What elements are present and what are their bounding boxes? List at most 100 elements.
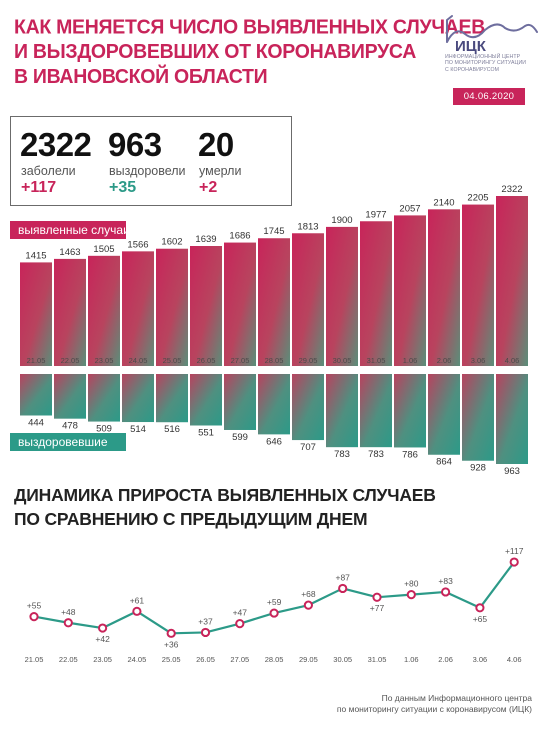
cases-bar-value: 1686 (229, 231, 250, 242)
recovered-bar-value: 786 (402, 449, 418, 460)
page-title-line: В ИВАНОВСКОЙ ОБЛАСТИ (14, 65, 268, 89)
growth-point (200, 627, 211, 638)
stats-panel: 2322 заболели +117 963 выздоровели +35 2… (10, 116, 292, 206)
growth-point-label: +80 (404, 579, 419, 589)
stat-sick-label: заболели (21, 164, 76, 178)
date-badge: 04.06.2020 (453, 88, 525, 105)
recovered-bar (462, 374, 494, 461)
growth-point-label: +87 (335, 572, 350, 582)
stat-died-label: умерли (199, 164, 242, 178)
growth-point (98, 623, 108, 633)
date-tick-label: 23.05 (95, 356, 114, 365)
recovered-bar (122, 374, 154, 423)
date-tick-label: 23.05 (93, 655, 112, 664)
stat-died-value: 20 (198, 126, 234, 163)
date-tick-label: 22.05 (59, 655, 78, 664)
cases-bar-value: 2057 (399, 203, 420, 214)
recovered-bar-value: 444 (28, 417, 44, 428)
growth-point (406, 590, 416, 600)
growth-point-label: +65 (473, 614, 488, 624)
recovered-bar-value: 783 (368, 449, 384, 460)
date-tick-label: 29.05 (299, 655, 318, 664)
recovered-bar-value: 928 (470, 463, 486, 474)
cases-bar (326, 226, 358, 366)
date-tick-label: 24.05 (129, 356, 148, 365)
growth-point-label: +77 (370, 603, 385, 613)
recovered-bar (190, 374, 222, 426)
stat-recovered-delta: +35 (109, 179, 137, 196)
growth-point (269, 608, 279, 618)
cases-bar (394, 215, 426, 366)
recovered-bar (292, 374, 324, 441)
growth-chart-title: ДИНАМИКА ПРИРОСТА ВЫЯВЛЕННЫХ СЛУЧАЕВ ПО … (14, 483, 534, 531)
date-tick-label: 2.06 (438, 655, 453, 664)
growth-point-label: +117 (505, 546, 524, 556)
date-tick-label: 30.05 (333, 356, 352, 365)
date-tick-label: 21.05 (27, 356, 46, 365)
recovered-bar-value: 599 (232, 432, 248, 443)
recovered-bar (258, 374, 290, 435)
cases-bar (496, 196, 528, 366)
date-tick-label: 26.05 (197, 356, 216, 365)
growth-point (509, 557, 519, 567)
recovered-bar-value: 514 (130, 424, 146, 435)
cases-bar (428, 209, 460, 366)
cases-bar-value: 1566 (127, 239, 148, 250)
date-tick-label: 3.06 (471, 356, 486, 365)
date-tick-label: 4.06 (505, 356, 520, 365)
date-tick-label: 25.05 (162, 655, 181, 664)
date-tick-label: 1.06 (404, 655, 419, 664)
date-tick-label: 29.05 (299, 356, 318, 365)
stat-sick-value: 2322 (20, 126, 92, 163)
recovered-bar (394, 374, 426, 448)
cases-bar (54, 258, 86, 366)
growth-point (235, 619, 245, 629)
cases-bar-value: 1813 (297, 221, 318, 232)
growth-point (372, 592, 382, 602)
cases-bar-value: 1415 (25, 250, 46, 261)
cases-bar-value: 1745 (263, 226, 284, 237)
cases-bar-value: 1900 (331, 215, 352, 226)
recovered-bar-value: 516 (164, 424, 180, 435)
recovered-bar (156, 374, 188, 423)
cases-bar-value: 1463 (59, 247, 80, 258)
date-tick-label: 22.05 (61, 356, 80, 365)
growth-point-label: +83 (438, 576, 453, 586)
stat-died-delta: +2 (199, 179, 218, 196)
recovered-bar (360, 374, 392, 448)
cases-bar (258, 238, 290, 366)
stat-recovered-label: выздоровели (109, 164, 186, 178)
recovered-bar (88, 374, 120, 422)
cases-bar (122, 251, 154, 366)
recovered-bar-value: 707 (300, 442, 316, 453)
growth-chart-title-line: ПО СРАВНЕНИЮ С ПРЕДЫДУЩИМ ДНЕМ (14, 509, 368, 529)
cases-bar (190, 246, 222, 366)
cases-bar (156, 248, 188, 366)
date-tick-label: 24.05 (128, 655, 147, 664)
cases-bar-value: 1639 (195, 234, 216, 245)
growth-point-label: +36 (164, 639, 179, 649)
cases-bar (20, 262, 52, 366)
growth-line-chart: +55 21.05 +48 22.05 +42 23.05 +61 24.05 +36 25.05… (25, 546, 524, 664)
logo: ИЦК ИНФОРМАЦИОННЫЙ ЦЕНТР ПО МОНИТОРИНГУ … (445, 14, 540, 73)
date-tick-label: 1.06 (403, 356, 418, 365)
date-tick-label: 2.06 (437, 356, 452, 365)
recovered-bars: 444 478 509 514 516 551 599 646 707 783 783 786 864 9… (20, 374, 528, 477)
recovered-bar-value: 551 (198, 427, 214, 438)
growth-point (166, 628, 176, 638)
cases-bar (360, 221, 392, 366)
date-tick-label: 27.05 (231, 356, 250, 365)
logo-text: ИЦК (455, 38, 487, 54)
recovered-bar-value: 646 (266, 436, 282, 447)
recovered-bar-value: 478 (62, 421, 78, 432)
recovered-bar (54, 374, 86, 419)
growth-point (132, 606, 142, 616)
cases-bar-value: 2322 (501, 184, 522, 195)
growth-point (475, 603, 485, 613)
growth-point (338, 583, 348, 594)
date-tick-label: 27.05 (230, 655, 249, 664)
growth-point-label: +42 (95, 634, 110, 644)
growth-point-label: +55 (27, 601, 42, 611)
cases-bar-value: 1602 (161, 237, 182, 248)
cases-bar (462, 204, 494, 366)
